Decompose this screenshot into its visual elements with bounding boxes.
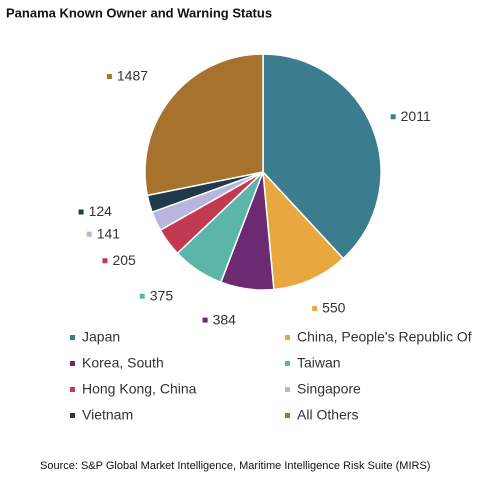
legend-label: Vietnam [82, 407, 133, 423]
legend-marker [70, 413, 75, 418]
data-label: 550 [322, 300, 346, 316]
legend-marker [285, 387, 290, 392]
pie-slice [262, 53, 382, 260]
legend-label: Korea, South [82, 355, 164, 371]
data-label: 375 [150, 287, 174, 303]
label-marker [106, 74, 112, 80]
label-marker [139, 293, 145, 299]
legend-label: All Others [297, 407, 358, 423]
chart-title: Panama Known Owner and Warning Status [6, 5, 272, 20]
data-label: 141 [97, 225, 121, 241]
source-note: Source: S&P Global Market Intelligence, … [40, 460, 430, 472]
pie-slice [144, 53, 264, 197]
label-marker [202, 317, 208, 323]
label-marker [102, 258, 108, 264]
legend-marker [285, 413, 290, 418]
legend-label: Hong Kong, China [82, 381, 197, 397]
pie-slice [262, 169, 345, 291]
legend-marker [70, 361, 75, 366]
label-marker [78, 209, 84, 215]
data-label: 2011 [401, 108, 431, 124]
legend-label: Taiwan [297, 355, 341, 371]
legend-marker [285, 335, 290, 340]
label-marker [86, 231, 92, 237]
legend-marker [70, 387, 75, 392]
legend-label: Singapore [297, 381, 361, 397]
data-label: 124 [89, 203, 113, 219]
data-label: 205 [112, 252, 136, 268]
data-label: 1487 [117, 68, 148, 84]
legend-label: Japan [82, 329, 120, 345]
legend-marker [70, 335, 75, 340]
legend-marker [285, 361, 290, 366]
label-marker [312, 305, 318, 311]
data-label: 384 [213, 311, 237, 327]
legend-label: China, People's Republic Of [297, 329, 472, 345]
label-marker [390, 114, 396, 120]
